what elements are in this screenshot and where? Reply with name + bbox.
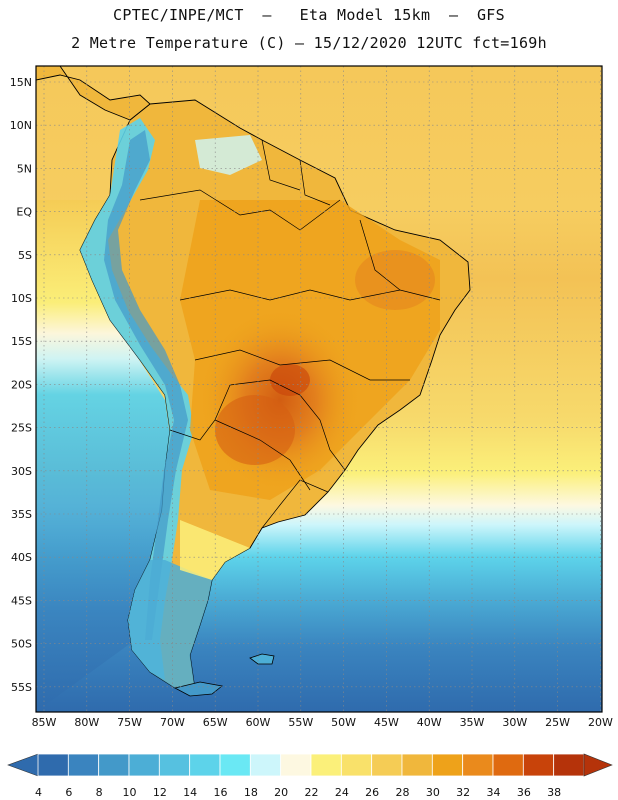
colorbar-label: 30 [426, 786, 440, 799]
lat-label: 30S [11, 465, 32, 478]
lat-label: 50S [11, 638, 32, 651]
colorbar-label: 20 [274, 786, 288, 799]
colorbar-label: 34 [487, 786, 501, 799]
lat-label: 25S [11, 422, 32, 435]
colorbar-swatch [128, 753, 160, 777]
hot-core [200, 310, 360, 490]
colorbar-label: 26 [365, 786, 379, 799]
colorbar-swatch [340, 753, 373, 777]
lon-label: 75W [117, 716, 142, 729]
colorbar-swatch [522, 753, 555, 777]
map-title-line-2: 2 Metre Temperature (C) – 15/12/2020 12U… [71, 34, 547, 52]
lon-label: 55W [288, 716, 313, 729]
lat-label: 5S [18, 249, 32, 262]
lat-label: EQ [16, 206, 32, 219]
map-field [36, 66, 602, 712]
colorbar-swatch [371, 753, 403, 777]
colorbar-label: 32 [456, 786, 470, 799]
colorbar-label: 10 [123, 786, 137, 799]
tierra-del-fuego [173, 681, 223, 697]
colorbar-label: 18 [244, 786, 258, 799]
colorbar-swatch [553, 753, 585, 777]
colorbar-label: 6 [65, 786, 72, 799]
colorbar-swatch [67, 753, 100, 777]
central-america [36, 66, 151, 121]
country-borders [139, 139, 441, 529]
colorbar-label: 12 [153, 786, 167, 799]
lat-label: 45S [11, 594, 32, 607]
lat-label: 15S [11, 335, 32, 348]
lat-label: 10N [10, 119, 32, 132]
lon-label: 70W [160, 716, 185, 729]
colorbar-swatch [158, 753, 191, 777]
lon-label: 65W [203, 716, 228, 729]
lat-label: 40S [11, 551, 32, 564]
colorbar-swatch [249, 753, 282, 777]
lon-label: 85W [32, 716, 57, 729]
lon-label: 30W [502, 716, 527, 729]
lon-label: 35W [460, 716, 485, 729]
lon-label: 45W [374, 716, 399, 729]
hot-spot-northeast [355, 250, 435, 310]
colorbar-right-arrow [583, 753, 613, 777]
lon-label: 25W [545, 716, 570, 729]
colorbar-label: 24 [335, 786, 349, 799]
colorbar-swatch [310, 753, 342, 777]
hot-spot-pantanal [270, 364, 310, 396]
colorbar-label: 8 [96, 786, 103, 799]
hot-spot-paraguay [215, 395, 295, 465]
andes-high [104, 130, 188, 640]
lat-label: 20S [11, 378, 32, 391]
colorbar-label: 36 [517, 786, 531, 799]
colorbar-label: 4 [35, 786, 42, 799]
colorbar-swatch [189, 753, 221, 777]
map-title-line-1: CPTEC/INPE/MCT – Eta Model 15km – GFS [113, 6, 505, 24]
colorbar: 4 6 8 10 12 14 16 18 20 22 24 26 28 30 32 34 36 38 [7, 753, 613, 799]
colorbar-swatch [401, 753, 433, 777]
lon-label: 80W [74, 716, 99, 729]
colorbar-label: 38 [547, 786, 561, 799]
lon-label: 20W [588, 716, 613, 729]
lat-label: 15N [10, 76, 32, 89]
patagonia [128, 560, 212, 690]
lon-label: 40W [417, 716, 442, 729]
argentina-south-mild [180, 520, 250, 580]
lat-label: 55S [11, 681, 32, 694]
lat-label: 35S [11, 508, 32, 521]
colorbar-left-arrow [7, 753, 39, 777]
map-frame [35, 65, 603, 713]
colorbar-swatch [492, 753, 524, 777]
falkland-islands [249, 653, 275, 665]
colorbar-swatch [37, 753, 69, 777]
colorbar-swatch [219, 753, 251, 777]
colorbar-swatch [431, 753, 464, 777]
colorbar-label: 22 [305, 786, 319, 799]
colorbar-label: 16 [214, 786, 228, 799]
lon-label: 50W [331, 716, 356, 729]
lat-label: 5N [17, 162, 32, 175]
colorbar-label: 14 [183, 786, 197, 799]
longitude-labels: 85W 80W 75W 70W 65W 60W 55W 50W 45W 40W 35W 30W 25W 2… [32, 716, 613, 729]
colorbar-swatch [462, 753, 494, 777]
colorbar-label: 28 [396, 786, 410, 799]
latitude-labels: 15N 10N 5N EQ 5S 10S 15S 20S 25S 30S 35S 40S 45S 50S 5… [10, 76, 33, 694]
colorbar-swatch [280, 753, 312, 777]
lat-label: 10S [11, 292, 32, 305]
lon-label: 60W [246, 716, 271, 729]
colorbar-swatch [98, 753, 130, 777]
venezuela-highlands [195, 135, 262, 175]
